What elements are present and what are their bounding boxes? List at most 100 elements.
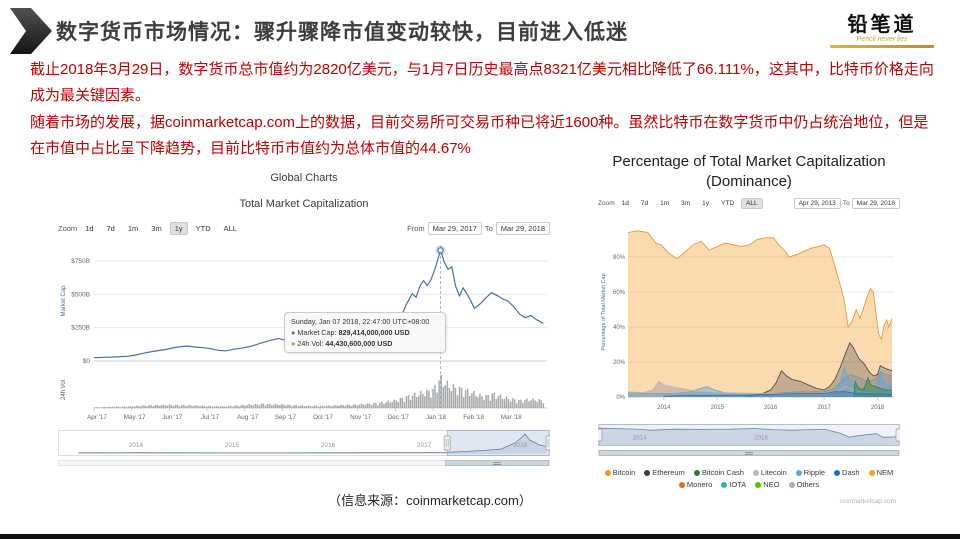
- dominance-navigator[interactable]: 2014 2016: [598, 424, 900, 446]
- svg-text:Nov '17: Nov '17: [350, 414, 372, 421]
- svg-text:2018: 2018: [871, 405, 885, 411]
- series-bitcoin[interactable]: [628, 230, 892, 397]
- legend-item-monero[interactable]: Monero: [678, 480, 713, 489]
- svg-text:2016: 2016: [754, 436, 768, 442]
- zoom-button-7d[interactable]: 7d: [106, 224, 115, 233]
- footer-bar: [0, 534, 960, 539]
- zoom-button-1y[interactable]: 1y: [169, 222, 188, 235]
- navigator-handle[interactable]: [895, 428, 900, 442]
- legend-dot-icon: [788, 481, 795, 488]
- zoom-button-1d[interactable]: 1d: [85, 224, 94, 233]
- zoom-label: Zoom: [598, 200, 615, 207]
- dominance-scrollbar[interactable]: [598, 450, 900, 456]
- legend-item-bitcoin-cash[interactable]: Bitcoin Cash: [693, 468, 744, 477]
- source-caption: （信息来源：coinmarketcap.com）: [328, 493, 532, 508]
- dominance-panel: Percentage of Total Market Capitalizatio…: [598, 152, 900, 512]
- zoom-button-1y[interactable]: 1y: [702, 200, 710, 207]
- to-date-input[interactable]: Mar 29, 2018: [851, 198, 900, 209]
- chart-tooltip: Sunday, Jan 07 2018, 22:47:00 UTC+08:00 …: [284, 312, 446, 354]
- svg-text:2015: 2015: [711, 405, 725, 411]
- navigator-handle[interactable]: [598, 428, 603, 442]
- tooltip-date: Sunday, Jan 07 2018, 22:47:00 UTC+08:00: [291, 317, 430, 326]
- legend-label: IOTA: [729, 480, 747, 489]
- legend-item-others[interactable]: Others: [788, 480, 820, 489]
- zoom-button-1d[interactable]: 1d: [621, 200, 629, 207]
- brand-logo: 铅笔道 Pencil never lies: [830, 8, 934, 48]
- scrollbar-grip-icon: [493, 462, 501, 465]
- market-cap-chart-title: Total Market Capitalization: [239, 198, 369, 210]
- legend-dot-icon: [868, 469, 875, 476]
- volume-bars: [93, 374, 545, 408]
- svg-text:Jul '17: Jul '17: [201, 414, 220, 421]
- legend-label: Others: [796, 480, 820, 489]
- legend-label: Dash: [842, 468, 860, 477]
- legend-item-bitcoin[interactable]: Bitcoin: [604, 468, 636, 477]
- legend-item-nem[interactable]: NEM: [868, 468, 893, 477]
- tooltip-volume: ● 24h Vol: 44,430,600,000 USD: [291, 338, 439, 349]
- svg-text:Jun '17: Jun '17: [162, 414, 183, 421]
- legend-item-litecoin[interactable]: Litecoin: [752, 468, 787, 477]
- legend-item-iota[interactable]: IOTA: [721, 480, 746, 489]
- zoom-button-1m[interactable]: 1m: [660, 200, 670, 207]
- navigator-selection[interactable]: [446, 430, 550, 456]
- zoom-button-all[interactable]: ALL: [741, 198, 763, 209]
- svg-text:Sep '17: Sep '17: [275, 414, 297, 421]
- legend-label: Monero: [686, 480, 713, 489]
- svg-text:2016: 2016: [321, 442, 336, 449]
- legend-dot-icon: [693, 469, 700, 476]
- legend-item-dash[interactable]: Dash: [834, 468, 860, 477]
- brand-tagline: Pencil never lies: [856, 36, 908, 43]
- scrollbar-thumb[interactable]: [445, 460, 549, 466]
- to-date-input[interactable]: Mar 29, 2018: [495, 222, 550, 235]
- zoom-button-1m[interactable]: 1m: [127, 224, 139, 233]
- svg-text:20%: 20%: [613, 360, 626, 366]
- to-label: To: [484, 224, 493, 233]
- zoom-button-ytd[interactable]: YTD: [721, 200, 735, 207]
- svg-text:2014: 2014: [129, 442, 144, 449]
- tooltip-volume-value: 44,430,600,000 USD: [325, 339, 393, 349]
- svg-text:Apr '17: Apr '17: [87, 414, 107, 421]
- dominance-zoom-row: Zoom 1d 7d 1m 3m 1y YTD ALL Apr 29, 2013 To Mar 29…: [598, 198, 900, 209]
- svg-text:Market Cap: Market Cap: [61, 285, 67, 317]
- paragraph-1: 截止2018年3月29日，数字货币总市值约为2820亿美元，与1月7日历史最高点…: [30, 61, 934, 105]
- zoom-button-7d[interactable]: 7d: [640, 200, 649, 207]
- from-date-input[interactable]: Mar 29, 2017: [427, 222, 482, 235]
- volume-bullet-icon: ●: [291, 339, 296, 349]
- legend-item-ripple[interactable]: Ripple: [795, 468, 825, 477]
- svg-text:2016: 2016: [764, 405, 778, 411]
- series-litecoin[interactable]: [628, 381, 892, 397]
- scrollbar-thumb[interactable]: [599, 450, 899, 456]
- series-bitcoin-cash[interactable]: [854, 377, 892, 397]
- market-cap-chart[interactable]: $750B $500B $250B $0 Apr '17 May '17 Jun '17 Ju…: [58, 236, 550, 426]
- zoom-button-ytd[interactable]: YTD: [195, 224, 211, 233]
- dominance-chart[interactable]: 80% 60% 40% 20% 0% 2014 2015 2016 2017 2018 Percen…: [598, 212, 900, 417]
- brand-name: 铅笔道: [847, 14, 917, 36]
- svg-text:0%: 0%: [616, 395, 625, 401]
- from-date-input[interactable]: Apr 29, 2013: [793, 198, 841, 209]
- svg-text:2015: 2015: [225, 442, 240, 449]
- svg-text:2014: 2014: [657, 405, 671, 411]
- tooltip-market-cap-value: 829,414,000,000 USD: [338, 328, 410, 338]
- chart-watermark: coinmarketcap.com: [839, 498, 896, 505]
- svg-text:24h Vol: 24h Vol: [61, 380, 67, 400]
- legend-dot-icon: [755, 481, 762, 488]
- legend-item-ethereum[interactable]: Ethereum: [644, 468, 685, 477]
- market-cap-bullet-icon: ●: [291, 328, 296, 338]
- market-cap-navigator[interactable]: 2014 2015 2016 2017 2018: [58, 430, 550, 456]
- svg-text:Dec '17: Dec '17: [388, 414, 410, 421]
- zoom-button-3m[interactable]: 3m: [151, 224, 162, 233]
- svg-text:$250B: $250B: [71, 325, 90, 332]
- legend-label: Bitcoin: [612, 468, 636, 477]
- peak-marker[interactable]: [437, 247, 444, 254]
- navigator-handle[interactable]: [443, 435, 451, 451]
- svg-text:Jan '18: Jan '18: [426, 414, 447, 421]
- from-label: From: [407, 224, 425, 233]
- dominance-chart-title: Percentage of Total Market Capitalizatio…: [612, 153, 886, 190]
- svg-text:Feb '18: Feb '18: [463, 414, 484, 421]
- market-cap-scrollbar[interactable]: [58, 460, 550, 466]
- zoom-button-all[interactable]: ALL: [223, 224, 237, 233]
- svg-text:40%: 40%: [613, 325, 626, 331]
- zoom-button-3m[interactable]: 3m: [681, 200, 691, 207]
- legend-item-neo[interactable]: NEO: [755, 480, 780, 489]
